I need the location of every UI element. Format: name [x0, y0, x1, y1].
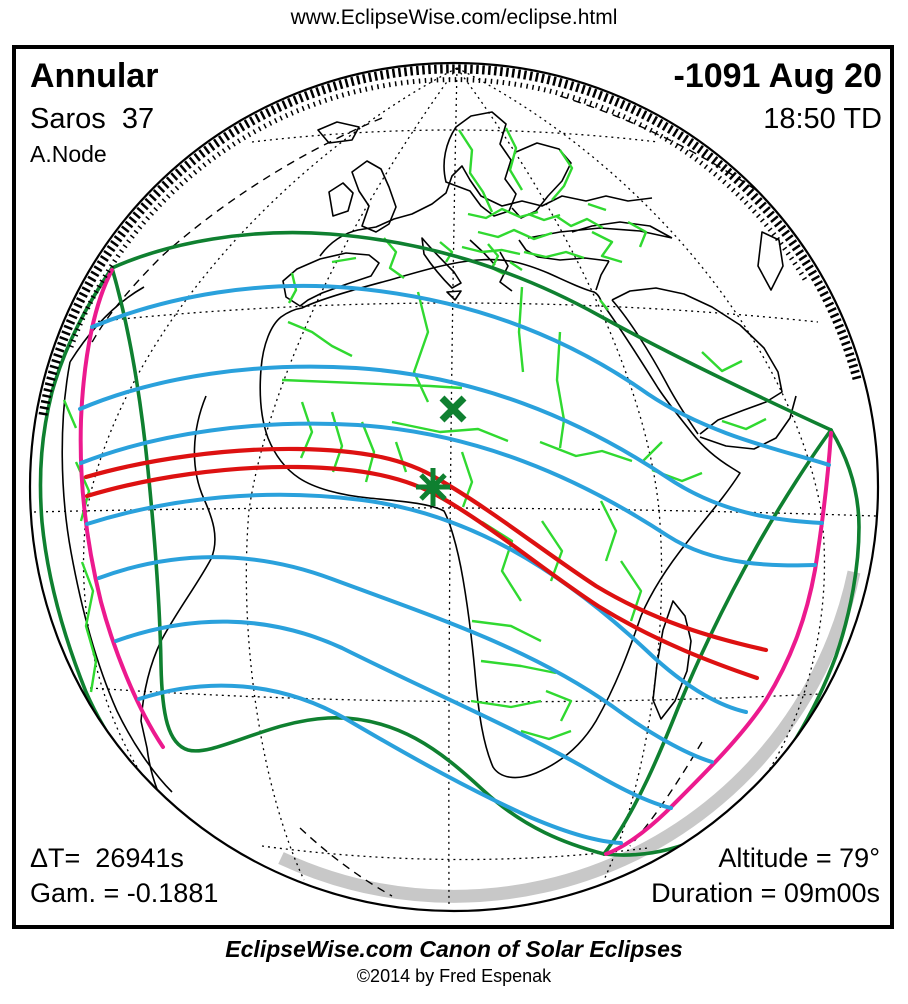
footer-copyright: ©2014 by Fred Espenak: [356, 966, 552, 986]
coastlines: [61, 111, 797, 817]
saros-label: Saros 37: [30, 103, 155, 135]
iceland-coast: [317, 121, 360, 144]
country-borders: [62, 127, 767, 741]
subsolar-point-marker: [439, 395, 467, 423]
borders-europe: [287, 127, 648, 304]
limb-hatching-north-inner: [68, 77, 810, 348]
borders-africa: [281, 286, 703, 741]
altitude-label: Altitude = 79°: [718, 843, 880, 873]
europe-north-coast: [319, 165, 653, 257]
eclipse-time-label: 18:50 TD: [763, 103, 882, 135]
site-url: www.EclipseWise.com/eclipse.html: [290, 6, 618, 29]
caspian-sea: [757, 231, 784, 291]
gamma-label: Gam. = -0.1881: [30, 878, 219, 908]
node-label: A.Node: [30, 141, 107, 167]
map-frame: [12, 45, 894, 929]
eclipse-date-label: -1091 Aug 20: [673, 57, 883, 95]
limb-hatching-north: [38, 64, 862, 416]
delta-t-label: ΔT= 26941s: [30, 843, 184, 873]
greatest-eclipse-marker: [416, 468, 450, 506]
borders-other: [62, 299, 767, 693]
duration-label: Duration = 09m00s: [651, 878, 880, 908]
northern-penumbra-limit: [110, 230, 833, 432]
arabia-coast: [611, 287, 797, 450]
red-sea-coast: [611, 299, 699, 435]
levant-coast: [518, 239, 610, 291]
east-inner-limit: [602, 428, 833, 856]
africa-coast: [259, 258, 741, 779]
footer-title: EclipseWise.com Canon of Solar Eclipses: [225, 936, 683, 962]
sunrise-limit-curve: [78, 268, 165, 749]
ireland-coast: [328, 182, 354, 217]
iberia-coast: [282, 252, 380, 307]
south-america-coast: [61, 286, 216, 817]
globe-limb: [28, 61, 880, 913]
southern-penumbra-limit: [110, 266, 606, 856]
scandinavia-coast: [443, 111, 517, 217]
britain-coast: [351, 160, 397, 233]
eclipse-type-label: Annular: [30, 57, 159, 95]
max-eclipse-contours: [78, 283, 831, 845]
